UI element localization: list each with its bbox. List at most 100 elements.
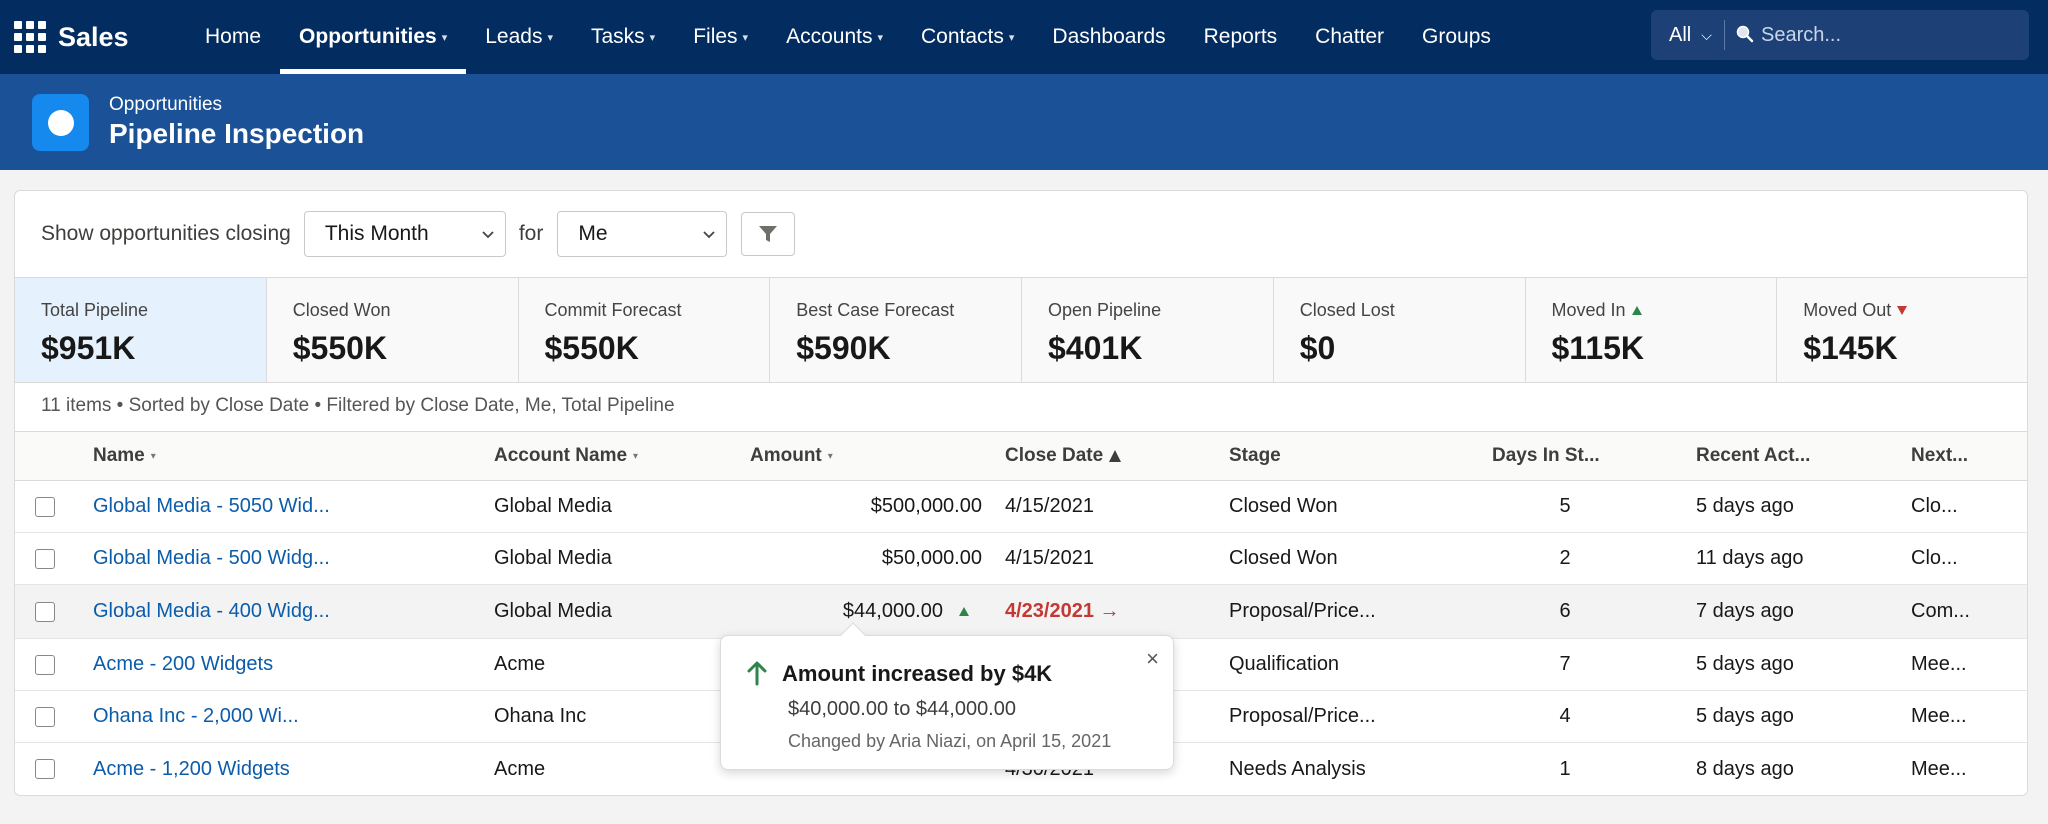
row-checkbox[interactable]	[35, 759, 55, 779]
days-in-stage-cell: 7	[1559, 653, 1571, 675]
nav-tab-leads[interactable]: Leads ▾	[466, 0, 572, 74]
nav-tab-tasks[interactable]: Tasks ▾	[572, 0, 674, 74]
kpi-label: Open Pipeline	[1048, 300, 1162, 320]
chevron-down-icon[interactable]: ▾	[547, 31, 553, 44]
chevron-down-icon[interactable]: ▾	[649, 31, 656, 44]
search-scope-select[interactable]: All ⌵	[1651, 20, 1725, 50]
nav-tab-groups[interactable]: Groups	[1403, 0, 1510, 74]
kpi-total-pipeline[interactable]: Total Pipeline $951K	[15, 278, 267, 382]
nav-tab-opportunities[interactable]: Opportunities ▾	[280, 0, 467, 74]
owner-select[interactable]: Me	[557, 211, 728, 257]
kpi-commit-forecast[interactable]: Commit Forecast $550K	[519, 278, 771, 382]
trend-down-icon	[1897, 306, 1908, 315]
days-in-stage-cell: 4	[1559, 705, 1571, 727]
column-label: Recent Act...	[1696, 445, 1811, 466]
column-header-stage[interactable]: Stage	[1229, 432, 1281, 480]
kpi-strip: Total Pipeline $951K Closed Won $550K Co…	[15, 277, 2027, 383]
table-row[interactable]: Global Media - 5050 Wid... Global Media …	[15, 481, 2027, 533]
next-step-cell: Clo...	[1911, 495, 1958, 517]
table-row[interactable]: Global Media - 400 Widg... Global Media …	[15, 585, 2027, 639]
recent-activity-cell: 5 days ago	[1696, 653, 1794, 675]
page-header: Opportunities Pipeline Inspection	[0, 74, 2048, 170]
opportunity-name-link[interactable]: Global Media - 500 Widg...	[93, 547, 330, 569]
column-header-amount[interactable]: Amount ▾	[750, 432, 833, 480]
nav-tab-accounts[interactable]: Accounts ▾	[767, 0, 902, 74]
column-label: Next...	[1911, 445, 1969, 466]
stage-cell: Closed Won	[1229, 547, 1338, 569]
chevron-down-icon[interactable]: ▾	[1008, 31, 1015, 44]
days-in-stage-cell: 1	[1559, 757, 1571, 780]
nav-tab-files[interactable]: Files ▾	[674, 0, 767, 74]
kpi-label: Best Case Forecast	[796, 300, 955, 320]
opportunity-name-link[interactable]: Global Media - 5050 Wid...	[93, 495, 330, 517]
row-checkbox-cell	[35, 691, 55, 742]
app-launcher-icon[interactable]	[14, 21, 46, 53]
arrow-up-icon	[747, 661, 767, 686]
search-input[interactable]	[1725, 10, 2025, 60]
kpi-closed-won[interactable]: Closed Won $550K	[267, 278, 519, 382]
days-in-stage-cell: 2	[1559, 547, 1571, 569]
column-header-name[interactable]: Name ▾	[93, 432, 156, 480]
filter-bar: Show opportunities closing This Month fo…	[15, 191, 2027, 277]
next-step-cell: Mee...	[1911, 705, 1967, 727]
column-label: Amount	[750, 445, 822, 466]
nav-tab-label: Files	[693, 25, 738, 48]
table-row[interactable]: Global Media - 500 Widg... Global Media …	[15, 533, 2027, 585]
sort-icon: ▾	[150, 450, 156, 462]
kpi-label: Commit Forecast	[544, 300, 682, 320]
opportunity-name-link[interactable]: Global Media - 400 Widg...	[93, 600, 330, 622]
nav-tab-reports[interactable]: Reports	[1185, 0, 1297, 74]
filter-button[interactable]	[741, 212, 796, 256]
nav-tab-chatter[interactable]: Chatter	[1296, 0, 1403, 74]
nav-tab-contacts[interactable]: Contacts ▾	[902, 0, 1033, 74]
opportunity-name-link[interactable]: Acme - 1,200 Widgets	[93, 757, 290, 780]
popover-change: $40,000.00 to $44,000.00	[788, 698, 1016, 720]
period-select[interactable]: This Month	[303, 211, 506, 257]
column-header-account[interactable]: Account Name ▾	[494, 432, 638, 480]
close-date-cell[interactable]: 4/23/2021 →	[1005, 600, 1120, 622]
kpi-closed-lost[interactable]: Closed Lost $0	[1274, 278, 1526, 382]
opportunity-table: Name ▾ Account Name ▾ Amount ▾ Close Date S…	[15, 431, 2027, 795]
nav-tab-home[interactable]: Home	[186, 0, 280, 74]
row-checkbox-cell	[35, 639, 55, 690]
stage-cell: Proposal/Price...	[1229, 705, 1376, 727]
column-header-recent-activity[interactable]: Recent Act...	[1696, 432, 1810, 480]
row-checkbox[interactable]	[35, 706, 55, 727]
kpi-label: Closed Won	[292, 300, 391, 320]
row-checkbox-cell	[35, 533, 55, 584]
period-select-value: This Month	[324, 222, 429, 245]
column-header-next-step[interactable]: Next...	[1911, 432, 1968, 480]
stage-cell: Closed Won	[1229, 495, 1338, 517]
days-in-stage-cell: 6	[1559, 600, 1571, 622]
kpi-label: Total Pipeline	[41, 300, 149, 320]
kpi-moved-in[interactable]: Moved In $115K	[1526, 278, 1778, 382]
owner-select-value: Me	[578, 222, 608, 245]
next-step-cell: Mee...	[1911, 653, 1967, 675]
amount-cell[interactable]: $44,000.00	[842, 600, 943, 622]
row-checkbox[interactable]	[35, 496, 55, 517]
kpi-moved-out[interactable]: Moved Out $145K	[1777, 278, 2027, 382]
row-checkbox[interactable]	[35, 601, 55, 622]
row-checkbox[interactable]	[35, 548, 55, 569]
nav-tab-label: Chatter	[1315, 25, 1385, 48]
opportunity-name-link[interactable]: Ohana Inc - 2,000 Wi...	[93, 705, 299, 727]
kpi-value: $550K	[292, 330, 388, 366]
column-label: Days In St...	[1492, 445, 1600, 466]
nav-tab-dashboards[interactable]: Dashboards	[1033, 0, 1184, 74]
kpi-label: Moved Out	[1803, 300, 1892, 320]
amount-increase-icon[interactable]	[959, 585, 969, 638]
chevron-down-icon[interactable]: ▾	[742, 31, 749, 44]
row-checkbox[interactable]	[35, 654, 55, 675]
next-step-cell: Com...	[1911, 600, 1970, 622]
opportunity-name-link[interactable]: Acme - 200 Widgets	[93, 653, 274, 675]
chevron-down-icon[interactable]: ▾	[877, 31, 883, 44]
close-icon[interactable]: ×	[1146, 646, 1159, 671]
popover-meta: Changed by Aria Niazi, on April 15, 2021	[788, 731, 1112, 751]
kpi-best-case-forecast[interactable]: Best Case Forecast $590K	[770, 278, 1022, 382]
column-header-days-in-stage[interactable]: Days In St...	[1492, 432, 1600, 480]
column-header-close-date[interactable]: Close Date	[1005, 432, 1122, 480]
kpi-open-pipeline[interactable]: Open Pipeline $401K	[1022, 278, 1274, 382]
kpi-value: $951K	[41, 330, 136, 366]
amount-cell: $50,000.00	[881, 547, 982, 569]
chevron-down-icon[interactable]: ▾	[441, 31, 448, 44]
